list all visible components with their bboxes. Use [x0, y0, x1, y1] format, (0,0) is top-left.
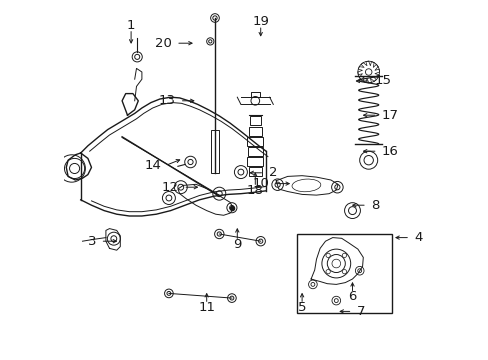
- Text: 5: 5: [297, 301, 305, 314]
- Text: 7: 7: [356, 305, 365, 318]
- Bar: [249, 116, 260, 125]
- Text: 4: 4: [413, 231, 422, 244]
- Text: 10: 10: [252, 177, 268, 190]
- Text: 13: 13: [158, 94, 175, 107]
- Text: 8: 8: [370, 199, 379, 212]
- Text: 16: 16: [381, 145, 398, 158]
- Text: 18: 18: [246, 184, 263, 197]
- Text: 3: 3: [87, 235, 96, 248]
- Circle shape: [342, 270, 346, 274]
- Text: 11: 11: [198, 301, 215, 314]
- Circle shape: [342, 253, 346, 257]
- Bar: [247, 157, 263, 166]
- Bar: [247, 147, 262, 156]
- Bar: [211, 130, 218, 173]
- Text: 12: 12: [162, 181, 179, 194]
- Text: 17: 17: [381, 109, 398, 122]
- Text: 9: 9: [233, 238, 241, 251]
- Bar: [248, 127, 261, 136]
- Text: 14: 14: [144, 159, 161, 172]
- Text: 15: 15: [374, 75, 391, 87]
- Bar: [296, 234, 391, 313]
- Circle shape: [325, 270, 329, 274]
- Text: 20: 20: [155, 37, 171, 50]
- Circle shape: [325, 253, 329, 257]
- Bar: [248, 167, 261, 176]
- Text: 2: 2: [268, 166, 277, 179]
- Text: 1: 1: [126, 19, 135, 32]
- Circle shape: [250, 96, 259, 105]
- Bar: [247, 137, 263, 146]
- Text: 6: 6: [347, 291, 356, 303]
- Text: 19: 19: [252, 15, 268, 28]
